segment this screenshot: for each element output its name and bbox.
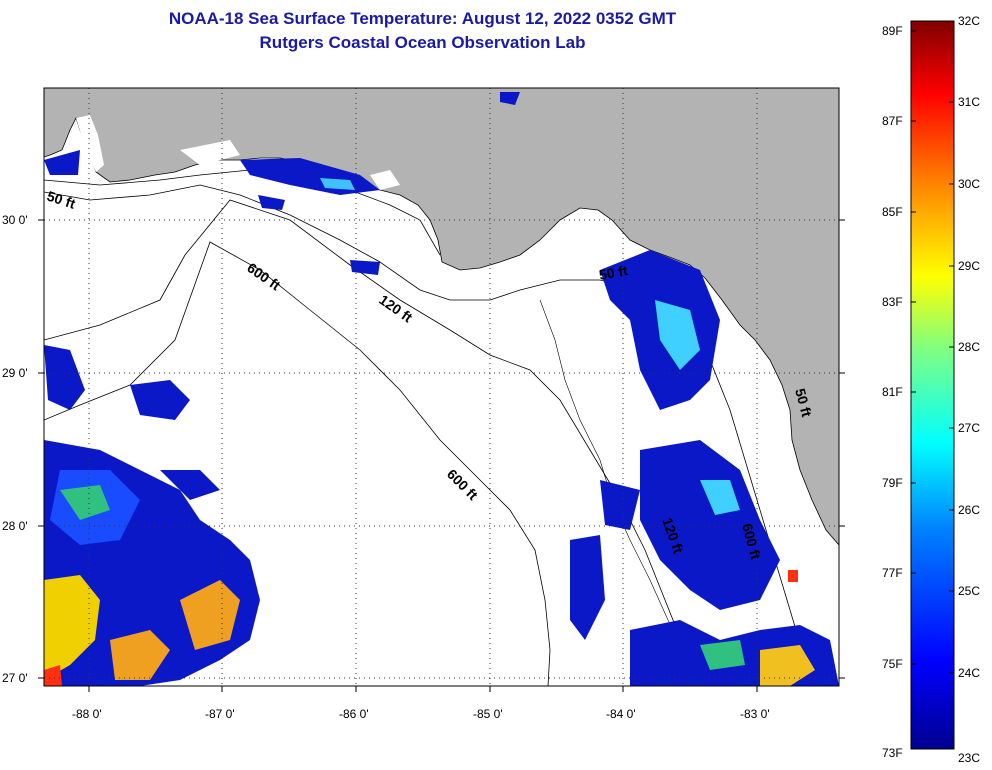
sst-patch bbox=[655, 300, 700, 370]
map-title: NOAA-18 Sea Surface Temperature: August … bbox=[168, 9, 677, 28]
lat-label: 27 0' bbox=[2, 671, 28, 685]
colorbar-ticks bbox=[911, 30, 954, 674]
axis-ticks bbox=[38, 219, 845, 692]
sst-patch bbox=[44, 150, 80, 175]
lat-label: 28 0' bbox=[2, 519, 28, 533]
colorbar-f-label: 87F bbox=[882, 114, 903, 128]
colorbar-f-label: 79F bbox=[882, 476, 903, 490]
colorbar-f-label: 73F bbox=[882, 746, 903, 760]
colorbar-c-label: 29C bbox=[958, 259, 980, 273]
sst-patch bbox=[160, 470, 220, 500]
sst-patch bbox=[640, 440, 780, 610]
lat-label: 30 0' bbox=[2, 213, 28, 227]
sst-patch bbox=[60, 485, 110, 520]
sst-patch bbox=[350, 260, 380, 275]
lon-label: -87 0' bbox=[205, 707, 235, 721]
land-mass bbox=[44, 88, 839, 546]
lat-label: 29 0' bbox=[2, 366, 28, 380]
colorbar-f-label: 77F bbox=[882, 566, 903, 580]
sst-patch bbox=[700, 640, 745, 670]
sst-patch bbox=[500, 92, 520, 105]
sst-patch bbox=[180, 580, 240, 650]
sst-patch bbox=[110, 630, 170, 680]
contour-label: 50 ft bbox=[792, 387, 815, 419]
colorbar-c-label: 23C bbox=[958, 751, 980, 765]
map-subtitle: Rutgers Coastal Ocean Observation Lab bbox=[259, 33, 586, 52]
bay-inlets bbox=[180, 140, 400, 190]
contour-120ft bbox=[44, 199, 701, 686]
colorbar-c-label: 26C bbox=[958, 503, 980, 517]
lon-label: -86 0' bbox=[339, 707, 369, 721]
lon-label: -83 0' bbox=[740, 707, 770, 721]
sst-patch bbox=[788, 570, 798, 582]
contour-label: 50 ft bbox=[598, 262, 629, 283]
sst-patch bbox=[44, 575, 100, 680]
sst-patch bbox=[700, 480, 740, 515]
sst-patch bbox=[760, 645, 815, 686]
sst-patch bbox=[44, 665, 62, 686]
sst-patch bbox=[44, 345, 85, 410]
sst-patch bbox=[130, 380, 190, 420]
colorbar-f-label: 75F bbox=[882, 657, 903, 671]
colorbar-c-label: 28C bbox=[958, 340, 980, 354]
contour-50ft bbox=[44, 184, 816, 686]
lon-label: -84 0' bbox=[606, 707, 636, 721]
map-frame bbox=[43, 87, 840, 687]
colorbar-c-label: 31C bbox=[958, 95, 980, 109]
mobile-bay bbox=[76, 115, 104, 172]
sst-patch bbox=[258, 195, 285, 210]
colorbar-f-label: 81F bbox=[882, 385, 903, 399]
sst-patch bbox=[570, 535, 605, 640]
colorbar-f-label: 83F bbox=[882, 295, 903, 309]
sst-patch bbox=[600, 480, 640, 530]
colorbar-c-label: 25C bbox=[958, 584, 980, 598]
colorbar-f-label: 89F bbox=[882, 24, 903, 38]
colorbar-c-label: 32C bbox=[958, 14, 980, 28]
lon-label: -85 0' bbox=[473, 707, 503, 721]
contour-600ft bbox=[44, 241, 551, 686]
sst-patch bbox=[320, 178, 355, 190]
lon-label: -88 0' bbox=[72, 707, 102, 721]
colorbar-c-label: 27C bbox=[958, 421, 980, 435]
colorbar bbox=[910, 20, 955, 750]
colorbar-c-label: 24C bbox=[958, 666, 980, 680]
colorbar-f-label: 85F bbox=[882, 205, 903, 219]
colorbar-c-label: 30C bbox=[958, 177, 980, 191]
